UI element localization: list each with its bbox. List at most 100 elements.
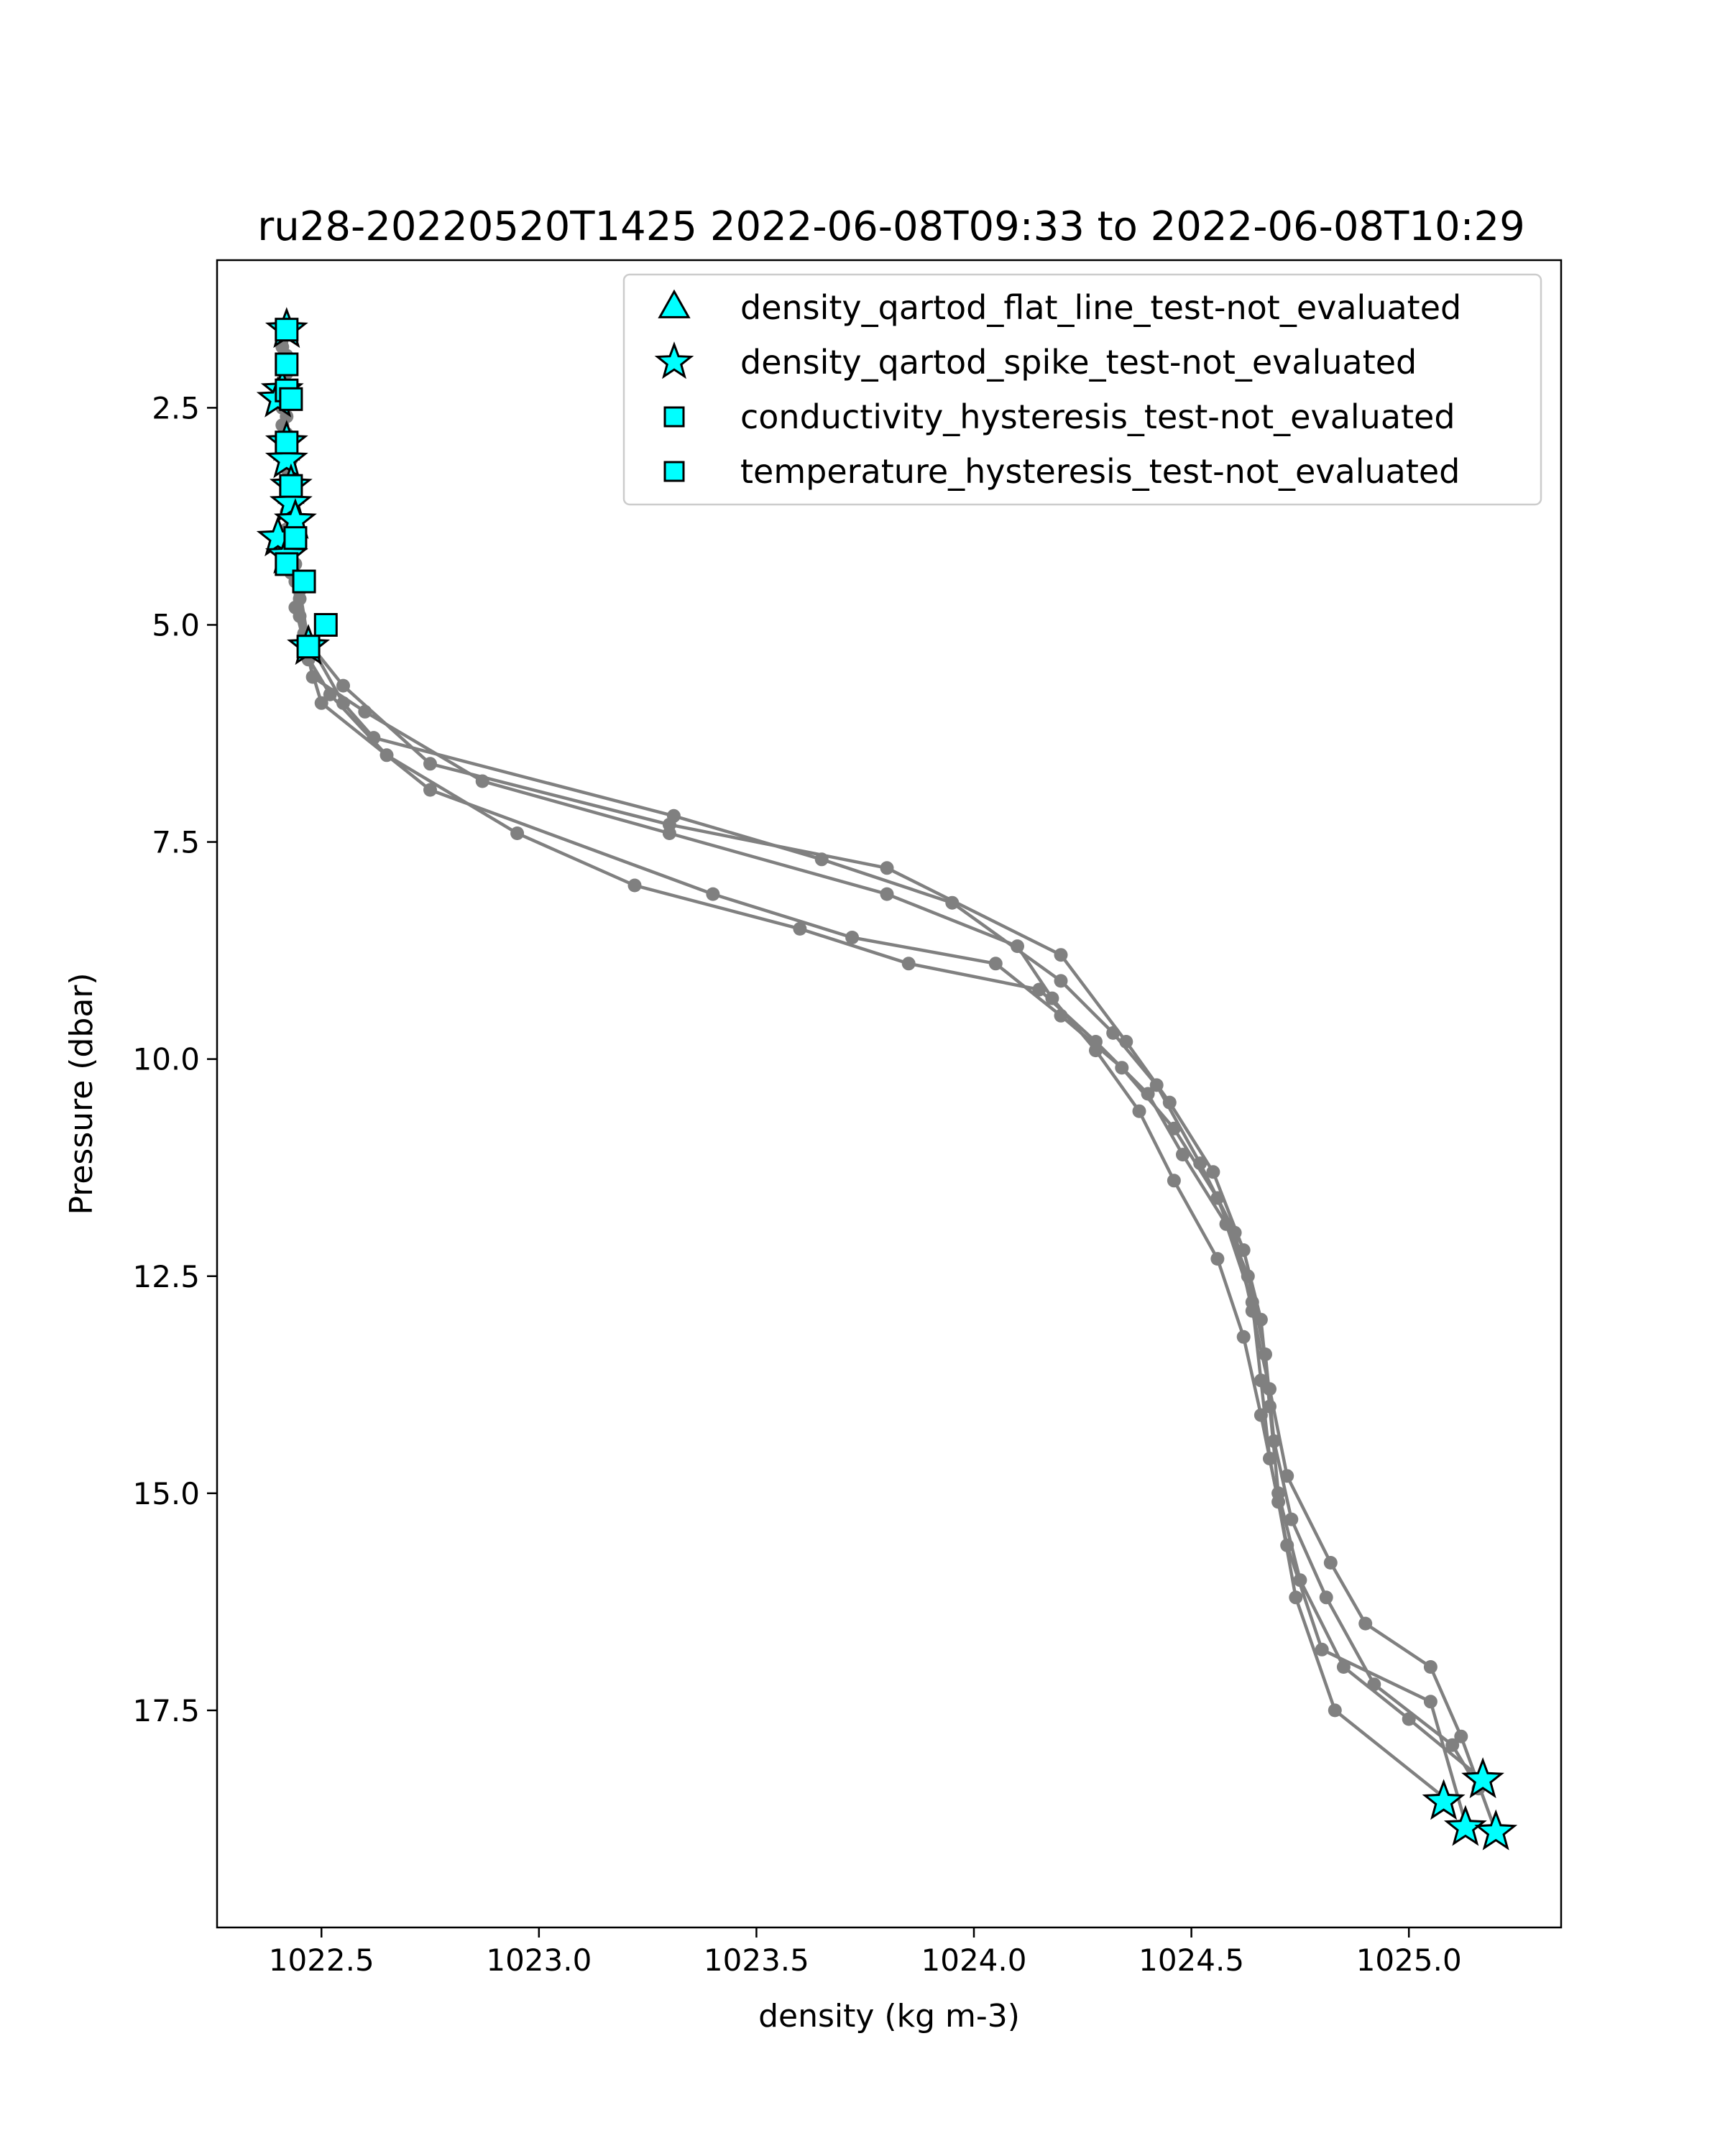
- legend-triangle-icon-1: [658, 289, 691, 318]
- profile-5-point-14: [1054, 1008, 1068, 1023]
- profile-3-point-9: [358, 704, 372, 719]
- profile-1-point-16: [1206, 1165, 1220, 1179]
- profile-3-point-23: [1328, 1703, 1342, 1718]
- legend-square-icon-3: [663, 406, 685, 428]
- legend-entry-3: conductivity_hysteresis_test-not_evaluat…: [740, 397, 1455, 436]
- flag-star-marker-2-14: [1443, 1805, 1487, 1846]
- flag-star-marker-2-13: [1422, 1779, 1466, 1820]
- y-axis-label: Pressure (dbar): [63, 972, 100, 1215]
- flag-star-marker-2-15: [1474, 1809, 1518, 1851]
- flag-square-marker-3-9: [292, 569, 316, 594]
- profile-2-point-12: [945, 895, 960, 910]
- x-tick-label-3: 1023.5: [704, 1943, 809, 1978]
- flag-star-marker-2-5: [264, 437, 308, 479]
- profile-5-point-15: [1115, 1061, 1129, 1075]
- profile-5-point-23: [1367, 1677, 1381, 1692]
- profile-3-point-13: [1011, 939, 1024, 954]
- axis-ticks: 1022.5 1023.0 1023.5 1024.0 1024.5 1025.0 2.5 5…: [132, 390, 1461, 1978]
- profile-1-point-10: [423, 757, 437, 771]
- y-tick-label-6: 15.0: [132, 1476, 200, 1511]
- flag-square-marker-3-7: [283, 526, 308, 550]
- profile-4-point-12: [793, 921, 807, 936]
- profile-3-point-14: [1045, 991, 1059, 1005]
- profile-5-point-12: [845, 931, 860, 944]
- flag-star-marker-2-12: [1461, 1757, 1504, 1799]
- profile-2-point-10: [666, 808, 681, 823]
- x-tick-label-5: 1024.5: [1138, 1943, 1244, 1978]
- profile-4-point-16: [1141, 1087, 1155, 1101]
- profile-1-point-13: [1054, 948, 1068, 962]
- legend-box: [622, 273, 1542, 506]
- legend-entry-4: temperature_hysteresis_test-not_evaluate…: [740, 452, 1460, 491]
- profile-4-point-24: [1423, 1695, 1438, 1709]
- flag-square-marker-3-10: [313, 613, 338, 637]
- profile-5-point-21: [1284, 1512, 1299, 1526]
- profile-5-point-10: [423, 783, 437, 797]
- x-tick-label-6: 1025.0: [1356, 1943, 1462, 1978]
- profile-4-point-8: [323, 687, 337, 701]
- profile-3-point-17: [1167, 1174, 1181, 1188]
- x-axis-label: density (kg m-3): [758, 1998, 1020, 2035]
- profile-5-point-7: [288, 600, 303, 614]
- profile-4-point-11: [627, 878, 642, 893]
- profile-2-point-24: [1454, 1729, 1468, 1743]
- y-tick-label-4: 10.0: [132, 1042, 200, 1077]
- profile-2-point-22: [1358, 1616, 1373, 1631]
- profile-1-point-22: [1336, 1660, 1351, 1674]
- profile-4-point-17: [1176, 1148, 1190, 1162]
- legend-entry-2: density_qartod_spike_test-not_evaluated: [740, 343, 1417, 382]
- x-tick-label-2: 1023.0: [486, 1943, 592, 1978]
- profile-5-point-17: [1210, 1191, 1225, 1205]
- legend-star-icon-2: [654, 341, 694, 379]
- axes-frame: [216, 259, 1563, 1929]
- flag-square-marker-3-5: [275, 430, 299, 455]
- profile-4-point-22: [1280, 1538, 1294, 1552]
- profile-5-point-13: [988, 957, 1003, 971]
- profile-5-point-19: [1259, 1348, 1272, 1361]
- profile-4-point-20: [1254, 1373, 1268, 1388]
- profile-3-point-19: [1236, 1330, 1251, 1344]
- x-tick-label-4: 1024.0: [921, 1943, 1027, 1978]
- flag-square-marker-3-8: [275, 552, 299, 576]
- profile-5-point-9: [314, 696, 328, 710]
- profile-3-point-18: [1210, 1252, 1225, 1266]
- profile-5-point-11: [706, 887, 720, 901]
- profile-2-point-15: [1149, 1078, 1164, 1092]
- x-tick-label-1: 1022.5: [269, 1943, 374, 1978]
- legend-square-icon-4: [663, 461, 685, 482]
- y-tick-label-7: 17.5: [132, 1693, 200, 1728]
- profile-3-point-11: [662, 826, 676, 840]
- profile-4-point-21: [1263, 1452, 1276, 1465]
- y-tick-label-5: 12.5: [132, 1259, 200, 1294]
- flag-square-marker-3-4: [279, 387, 303, 411]
- profile-4-point-15: [1089, 1035, 1103, 1049]
- profile-4-point-10: [510, 826, 525, 840]
- flag-square-marker-3-2: [275, 352, 299, 377]
- profile-2-point-23: [1423, 1660, 1438, 1674]
- profile-5-point-22: [1319, 1590, 1333, 1605]
- legend-entry-1: density_qartod_flat_line_test-not_evalua…: [740, 288, 1461, 327]
- profile-4-point-13: [901, 957, 916, 971]
- profile-4-point-23: [1315, 1642, 1329, 1657]
- profile-2-point-14: [1106, 1026, 1121, 1040]
- y-tick-label-3: 7.5: [152, 825, 200, 860]
- legend: density_qartod_flat_line_test-not_evalua…: [622, 273, 1542, 506]
- profile-5-point-20: [1267, 1434, 1282, 1448]
- y-tick-label-2: 5.0: [152, 608, 200, 643]
- profile-3-point-16: [1132, 1104, 1146, 1118]
- chart-title: ru28-20220520T1425 2022-06-08T09:33 to 2…: [257, 203, 1524, 250]
- profile-1-point-12: [880, 861, 894, 875]
- profile-4-point-14: [1032, 982, 1046, 997]
- flag-square-marker-3-1: [275, 318, 299, 342]
- profile-5-point-24: [1445, 1738, 1460, 1752]
- profile-5-point-16: [1167, 1121, 1181, 1135]
- flag-square-marker-3-11: [296, 635, 321, 659]
- profile-3-point-22: [1289, 1590, 1303, 1605]
- profile-1-point-9: [336, 678, 350, 693]
- profile-2-point-21: [1323, 1556, 1338, 1570]
- profile-3-point-12: [880, 887, 894, 901]
- plot-area: [256, 307, 1518, 1851]
- y-tick-label-1: 2.5: [152, 390, 200, 425]
- profile-3-point-10: [475, 774, 489, 788]
